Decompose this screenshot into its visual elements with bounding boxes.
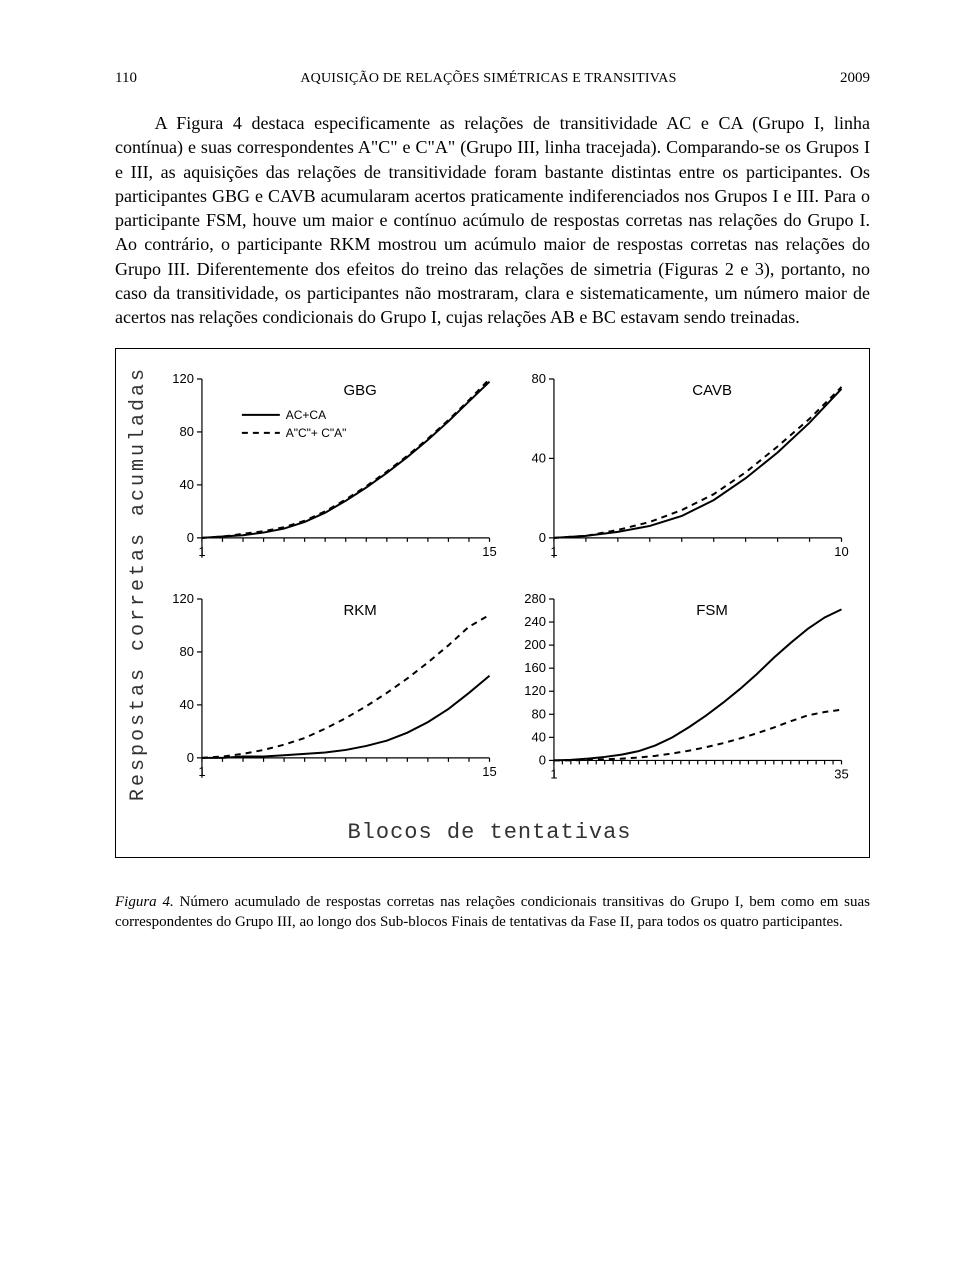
svg-text:120: 120 bbox=[172, 371, 194, 386]
svg-text:35: 35 bbox=[834, 767, 848, 782]
svg-text:0: 0 bbox=[187, 750, 194, 765]
panel-fsm: 0 40 80 120 160 200 240 280 1 35 FSM bbox=[506, 583, 858, 804]
svg-text:15: 15 bbox=[482, 543, 496, 558]
running-header: 110 AQUISIÇÃO DE RELAÇÕES SIMÉTRICAS E T… bbox=[115, 70, 870, 87]
x-axis-label-row: Blocos de tentativas bbox=[122, 804, 857, 849]
year: 2009 bbox=[840, 70, 870, 87]
svg-text:1: 1 bbox=[550, 767, 557, 782]
svg-text:40: 40 bbox=[180, 477, 194, 492]
svg-text:200: 200 bbox=[524, 637, 546, 652]
svg-text:0: 0 bbox=[538, 753, 545, 768]
svg-text:40: 40 bbox=[180, 697, 194, 712]
page-number: 110 bbox=[115, 70, 137, 87]
svg-text:15: 15 bbox=[482, 764, 496, 779]
panel-gbg: 0 40 80 120 1 15 GBG AC+CA A"C"+ C"A" bbox=[154, 363, 506, 584]
figure-caption-text: Número acumulado de respostas corretas n… bbox=[115, 894, 870, 930]
svg-text:280: 280 bbox=[524, 591, 546, 606]
svg-text:120: 120 bbox=[524, 684, 546, 699]
figure-number: Figura 4. bbox=[115, 894, 174, 910]
svg-text:80: 80 bbox=[180, 644, 194, 659]
svg-text:40: 40 bbox=[531, 450, 545, 465]
svg-text:10: 10 bbox=[834, 543, 848, 558]
y-axis-label-cell: Respostas corretas acumuladas bbox=[122, 363, 154, 804]
svg-text:AC+CA: AC+CA bbox=[286, 408, 326, 422]
y-axis-label: Respostas corretas acumuladas bbox=[127, 366, 150, 801]
panel-rkm: 0 40 80 120 1 15 RKM bbox=[154, 583, 506, 804]
svg-text:0: 0 bbox=[538, 530, 545, 545]
body-paragraph: A Figura 4 destaca especificamente as re… bbox=[115, 111, 870, 330]
svg-text:CAVB: CAVB bbox=[692, 382, 732, 399]
figure-caption: Figura 4. Número acumulado de respostas … bbox=[115, 892, 870, 933]
running-title: AQUISIÇÃO DE RELAÇÕES SIMÉTRICAS E TRANS… bbox=[300, 71, 676, 87]
svg-text:80: 80 bbox=[531, 371, 545, 386]
svg-text:80: 80 bbox=[180, 424, 194, 439]
svg-text:240: 240 bbox=[524, 614, 546, 629]
svg-text:FSM: FSM bbox=[696, 602, 728, 619]
svg-text:0: 0 bbox=[187, 530, 194, 545]
svg-text:80: 80 bbox=[531, 707, 545, 722]
svg-text:1: 1 bbox=[550, 543, 557, 558]
svg-text:A"C"+ C"A": A"C"+ C"A" bbox=[286, 426, 347, 440]
x-axis-label: Blocos de tentativas bbox=[347, 820, 631, 845]
svg-text:120: 120 bbox=[172, 591, 194, 606]
svg-text:40: 40 bbox=[531, 730, 545, 745]
figure-4: Respostas corretas acumuladas 0 40 80 120 1 1… bbox=[115, 348, 870, 858]
svg-text:RKM: RKM bbox=[343, 602, 376, 619]
svg-text:1: 1 bbox=[198, 764, 205, 779]
svg-text:1: 1 bbox=[198, 543, 205, 558]
svg-text:GBG: GBG bbox=[343, 382, 376, 399]
svg-text:160: 160 bbox=[524, 661, 546, 676]
panel-cavb: 0 40 80 1 10 CAVB bbox=[506, 363, 858, 584]
